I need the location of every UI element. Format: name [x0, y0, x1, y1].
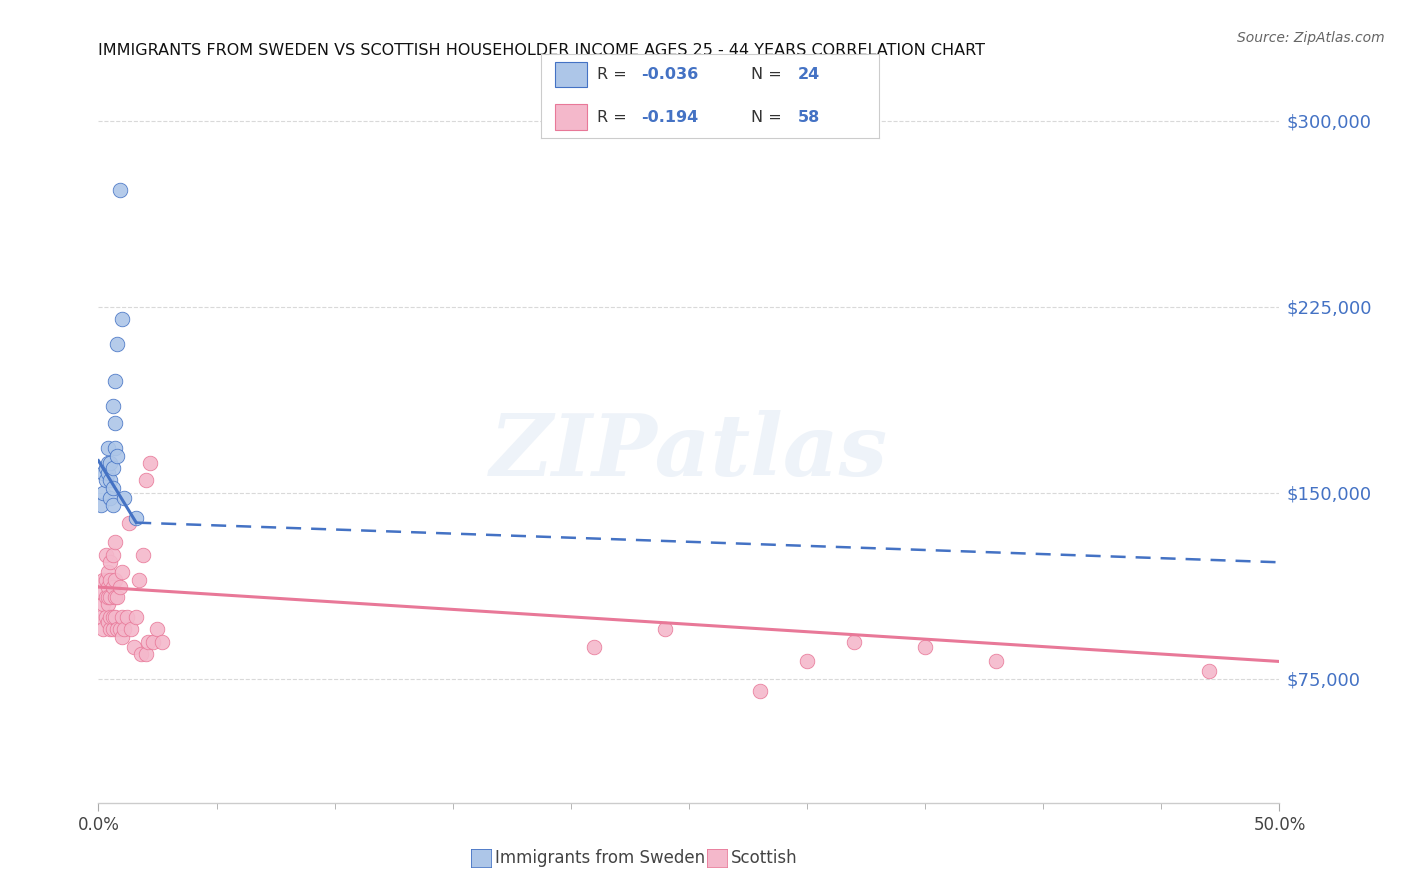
- Point: [844, 634, 866, 648]
- Point: [108, 580, 131, 594]
- Point: [142, 634, 165, 648]
- Text: R =: R =: [598, 110, 631, 125]
- Point: [748, 684, 770, 698]
- Point: [105, 449, 128, 463]
- Text: -0.036: -0.036: [641, 67, 699, 82]
- Text: Immigrants from Sweden: Immigrants from Sweden: [495, 849, 704, 867]
- Point: [90, 585, 112, 599]
- Point: [135, 647, 157, 661]
- Point: [108, 183, 131, 197]
- Point: [94, 573, 117, 587]
- Text: N =: N =: [751, 67, 786, 82]
- Text: N =: N =: [751, 110, 786, 125]
- Point: [984, 655, 1007, 669]
- Point: [98, 555, 121, 569]
- Text: 58: 58: [797, 110, 820, 125]
- Point: [94, 590, 117, 604]
- Point: [105, 622, 128, 636]
- Point: [101, 580, 124, 594]
- Point: [98, 622, 121, 636]
- Point: [136, 634, 159, 648]
- Point: [98, 474, 121, 488]
- Point: [583, 640, 606, 654]
- Point: [115, 610, 138, 624]
- Text: R =: R =: [598, 67, 631, 82]
- Point: [104, 573, 127, 587]
- Point: [101, 481, 124, 495]
- Point: [94, 548, 117, 562]
- Point: [112, 491, 135, 505]
- Point: [105, 337, 128, 351]
- Point: [97, 580, 120, 594]
- Point: [101, 622, 124, 636]
- Point: [98, 456, 121, 470]
- Point: [101, 399, 124, 413]
- Point: [91, 486, 114, 500]
- FancyBboxPatch shape: [555, 104, 586, 130]
- Point: [128, 573, 150, 587]
- Point: [101, 461, 124, 475]
- Point: [111, 312, 134, 326]
- Point: [121, 622, 143, 636]
- Point: [146, 622, 169, 636]
- Point: [101, 548, 124, 562]
- Point: [111, 630, 134, 644]
- Point: [132, 548, 155, 562]
- Point: [97, 598, 120, 612]
- Point: [94, 610, 117, 624]
- Text: ZIPatlas: ZIPatlas: [489, 410, 889, 493]
- Point: [97, 466, 120, 480]
- Point: [122, 640, 145, 654]
- Point: [91, 466, 114, 480]
- Point: [104, 417, 127, 431]
- Point: [129, 647, 152, 661]
- Point: [111, 565, 134, 579]
- Text: Scottish: Scottish: [731, 849, 797, 867]
- Point: [91, 622, 114, 636]
- Point: [98, 491, 121, 505]
- Point: [914, 640, 936, 654]
- Point: [90, 610, 112, 624]
- FancyBboxPatch shape: [555, 62, 586, 87]
- Point: [98, 573, 121, 587]
- Point: [94, 474, 117, 488]
- Point: [101, 498, 124, 512]
- Point: [125, 510, 148, 524]
- Text: -0.194: -0.194: [641, 110, 699, 125]
- Point: [97, 590, 120, 604]
- Point: [97, 456, 120, 470]
- Text: IMMIGRANTS FROM SWEDEN VS SCOTTISH HOUSEHOLDER INCOME AGES 25 - 44 YEARS CORRELA: IMMIGRANTS FROM SWEDEN VS SCOTTISH HOUSE…: [98, 43, 986, 58]
- Point: [796, 655, 818, 669]
- Point: [104, 374, 127, 388]
- Point: [104, 442, 127, 456]
- Point: [104, 590, 127, 604]
- Point: [108, 622, 131, 636]
- Point: [139, 456, 162, 470]
- Point: [101, 610, 124, 624]
- Point: [1198, 665, 1220, 679]
- Point: [118, 516, 141, 530]
- Point: [150, 634, 173, 648]
- Point: [97, 442, 120, 456]
- Text: Source: ZipAtlas.com: Source: ZipAtlas.com: [1237, 31, 1385, 45]
- Point: [94, 461, 117, 475]
- Point: [104, 610, 127, 624]
- Point: [91, 598, 114, 612]
- Point: [97, 565, 120, 579]
- Text: 24: 24: [797, 67, 820, 82]
- Point: [90, 498, 112, 512]
- Point: [105, 590, 128, 604]
- Point: [91, 573, 114, 587]
- Point: [111, 610, 134, 624]
- Point: [112, 622, 135, 636]
- Point: [97, 615, 120, 629]
- Point: [135, 474, 157, 488]
- Point: [98, 610, 121, 624]
- Point: [654, 622, 676, 636]
- Point: [98, 590, 121, 604]
- Point: [125, 610, 148, 624]
- Point: [104, 535, 127, 549]
